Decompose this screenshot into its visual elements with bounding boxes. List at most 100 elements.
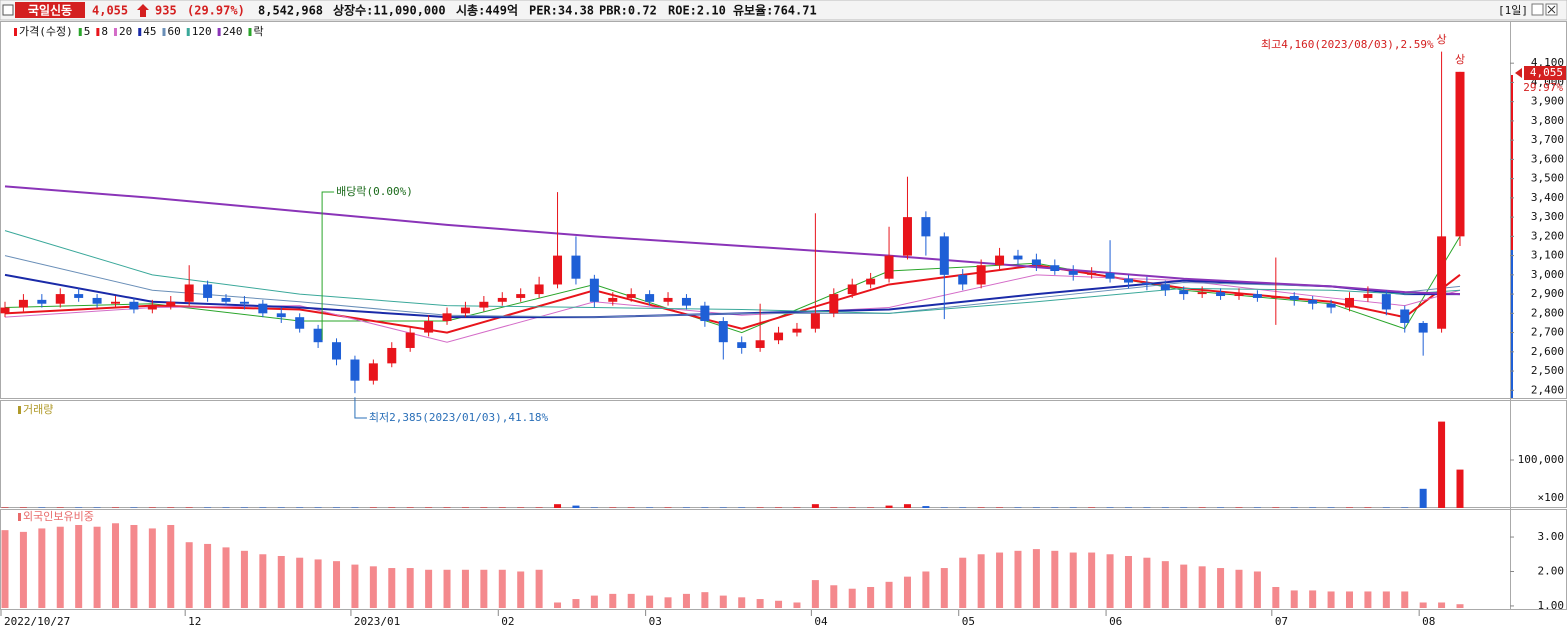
y-tick-label: 3,200 xyxy=(1531,229,1564,242)
foreign-bar xyxy=(517,571,525,608)
period[interactable]: [1일] xyxy=(1498,3,1528,17)
foreign-bar xyxy=(222,547,230,608)
y-tick-label: 2,500 xyxy=(1531,364,1564,377)
candle-body xyxy=(479,301,489,308)
candle-body xyxy=(810,313,820,329)
foreign-bar xyxy=(940,568,948,608)
foreign-bar xyxy=(1161,561,1169,608)
legend-swatch xyxy=(78,28,82,36)
foreign-bar xyxy=(1419,602,1427,608)
y-tick-label: 2,800 xyxy=(1531,306,1564,319)
foreign-bar xyxy=(1124,555,1132,608)
legend-swatch xyxy=(186,28,190,36)
panel-swatch xyxy=(18,513,21,521)
volume-bar xyxy=(903,504,911,508)
foreign-bar xyxy=(240,550,248,608)
candle-body xyxy=(350,359,360,381)
candle-body xyxy=(55,294,65,304)
foreign-bar xyxy=(19,531,27,608)
foreign-bar xyxy=(167,524,175,608)
candle-body xyxy=(313,328,323,343)
candle-body xyxy=(1326,303,1336,308)
legend-label: 45 xyxy=(143,25,156,38)
foreign-bar xyxy=(314,559,322,608)
candle-body xyxy=(645,294,655,302)
foreign-bar xyxy=(885,581,893,608)
close-icon xyxy=(1547,5,1556,14)
foreign-bar xyxy=(351,564,359,608)
candle-body xyxy=(166,301,176,306)
candle-body xyxy=(1455,71,1465,237)
foreign-bar xyxy=(848,588,856,608)
foreign-bar xyxy=(867,586,875,608)
foreign-bar xyxy=(590,595,598,608)
x-tick-label: 2022/10/27 xyxy=(4,615,70,628)
y-tick-label: 1.00 xyxy=(1538,599,1565,612)
candle-body xyxy=(516,294,526,298)
candle-body xyxy=(571,255,581,279)
y-tick-label: 3,300 xyxy=(1531,210,1564,223)
x-tick-label: 07 xyxy=(1275,615,1288,628)
unit-label: ×100 xyxy=(1538,491,1565,504)
legend-label: 락 xyxy=(253,25,263,38)
legend-swatch xyxy=(113,28,117,36)
foreign-bar xyxy=(572,599,580,608)
legend-label: 가격(수정) xyxy=(19,25,73,38)
candle-body xyxy=(829,294,839,314)
candle-body xyxy=(295,317,305,329)
x-tick-label: 08 xyxy=(1422,615,1435,628)
foreign-bar xyxy=(701,592,709,608)
foreign-bar xyxy=(277,555,285,608)
x-tick-label: 02 xyxy=(501,615,514,628)
panel-title: 외국인보유비중 xyxy=(23,510,94,523)
foreign-bar xyxy=(1272,586,1280,608)
foreign-bar xyxy=(756,599,764,608)
candle-body xyxy=(147,305,157,310)
y-tick-label: 3,700 xyxy=(1531,133,1564,146)
volume-bar xyxy=(1456,469,1464,508)
candle-body xyxy=(460,307,470,314)
candle-body xyxy=(939,236,949,275)
foreign-bar xyxy=(388,568,396,608)
x-tick-label: 12 xyxy=(188,615,201,628)
foreign-bar xyxy=(1106,554,1114,608)
last-price-label: 4,055 xyxy=(1530,66,1563,79)
last-price-box xyxy=(1524,66,1566,80)
restore-button[interactable] xyxy=(1531,3,1544,16)
foreign-bar xyxy=(1032,549,1040,608)
candle-body xyxy=(129,301,139,310)
checkbox[interactable] xyxy=(2,4,14,16)
foreign-bar xyxy=(646,595,654,608)
y-tick-label: 3,400 xyxy=(1531,191,1564,204)
volume-panel xyxy=(0,400,1567,508)
candle-body xyxy=(737,342,747,348)
candle-body xyxy=(258,303,268,314)
legend-swatch xyxy=(217,28,221,36)
candle-body xyxy=(1400,309,1410,323)
y-tick-label: 3,500 xyxy=(1531,172,1564,185)
candle-body xyxy=(203,284,213,298)
candle-body xyxy=(1252,294,1262,298)
foreign-bar xyxy=(535,569,543,608)
candle-body xyxy=(921,217,931,237)
name-box[interactable] xyxy=(15,2,85,18)
volume-bar xyxy=(572,505,580,508)
foreign-bar xyxy=(461,569,469,608)
candle-body xyxy=(1216,292,1226,297)
y-tick-label: 2,900 xyxy=(1531,287,1564,300)
up-arrow xyxy=(137,4,149,17)
legend-label: 20 xyxy=(119,25,132,38)
candle-body xyxy=(995,255,1005,266)
foreign-bar xyxy=(406,568,414,608)
change-rate: (29.97%) xyxy=(187,4,245,18)
legend-label: 240 xyxy=(223,25,243,38)
candle-body xyxy=(681,297,691,306)
candle-body xyxy=(184,284,194,302)
candle-body xyxy=(1013,255,1023,260)
foreign-bar xyxy=(1438,602,1446,608)
candle-body xyxy=(700,305,710,322)
candle-body xyxy=(424,321,434,333)
y-tick-label: 3,100 xyxy=(1531,249,1564,262)
foreign-bar xyxy=(996,552,1004,608)
